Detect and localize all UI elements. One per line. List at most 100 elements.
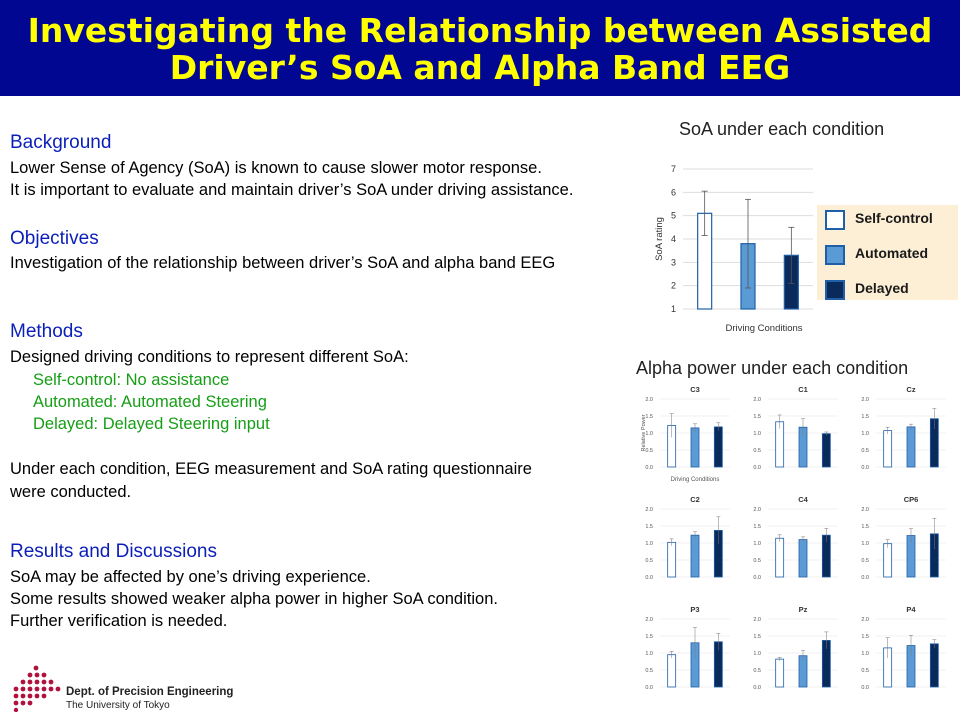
title-line-2: Driver’s SoA and Alpha Band EEG — [169, 48, 791, 87]
y-tick-label: 2.0 — [861, 397, 869, 403]
legend-label: Self-control — [855, 210, 933, 226]
logo-department: Dept. of Precision Engineering — [66, 686, 234, 698]
y-tick-label: 2.0 — [861, 617, 869, 623]
background-line: It is important to evaluate and maintain… — [10, 181, 574, 199]
alpha-panel-c3: C3 0.0 0.5 1.0 1.5 2.0 Relative Power Driving C… — [641, 385, 730, 483]
y-tick-label: 1.0 — [753, 431, 761, 437]
y-tick-label: 0.5 — [645, 448, 653, 454]
alpha-bar-automated — [690, 427, 700, 468]
objectives-heading: Objectives — [10, 228, 99, 249]
y-tick-label: 0.0 — [753, 685, 761, 691]
y-tick-label: 0.5 — [861, 668, 869, 674]
legend-label: Delayed — [855, 280, 909, 296]
alpha-bar-self-control — [775, 658, 785, 688]
y-tick-label: 1.0 — [861, 541, 869, 547]
y-tick-label: 0.5 — [861, 448, 869, 454]
results-line: Some results showed weaker alpha power i… — [10, 590, 498, 608]
y-tick-label: 1.0 — [753, 541, 761, 547]
chart-legend: Self-control Automated Delayed — [817, 205, 958, 300]
logo-university: The University of Tokyo — [66, 700, 170, 711]
methods-line: were conducted. — [10, 483, 132, 501]
y-tick-label: 0.0 — [645, 465, 653, 471]
y-tick-label: 1.5 — [753, 524, 761, 530]
alpha-panel-p4: P4 0.0 0.5 1.0 1.5 2.0 — [861, 605, 946, 691]
y-axis-label: Relative Power — [641, 414, 647, 451]
y-tick-label: 0.5 — [753, 668, 761, 674]
soa-bar-chart: 1 2 3 4 5 6 7 Driving Conditions SoA rating — [654, 164, 813, 334]
alpha-bar-delayed — [821, 433, 831, 468]
condition-self-control: Self-control: No assistance — [33, 371, 230, 389]
x-axis-label: Driving Conditions — [725, 323, 802, 334]
y-tick-label: 1.0 — [861, 431, 869, 437]
x-axis-label: Driving Conditions — [671, 477, 720, 483]
alpha-bar-self-control — [775, 537, 785, 578]
y-tick-label: 2.0 — [645, 507, 653, 513]
y-tick-label: 7 — [671, 164, 676, 174]
y-tick-label: 1.5 — [861, 634, 869, 640]
y-tick-label: 1 — [671, 304, 676, 314]
alpha-bar-self-control — [883, 430, 893, 468]
alpha-panel-pz: Pz 0.0 0.5 1.0 1.5 2.0 — [753, 605, 838, 691]
results-heading: Results and Discussions — [10, 541, 217, 562]
y-tick-label: 1.0 — [645, 541, 653, 547]
alpha-bar-automated — [690, 534, 700, 578]
panel-title: C2 — [690, 495, 700, 504]
objectives-line: Investigation of the relationship betwee… — [10, 254, 556, 272]
alpha-panel-c1: C1 0.0 0.5 1.0 1.5 2.0 — [753, 385, 838, 471]
y-tick-label: 3 — [671, 257, 676, 267]
methods-line: Designed driving conditions to represent… — [10, 348, 409, 366]
y-tick-label: 1.5 — [645, 634, 653, 640]
alpha-panel-cp6: CP6 0.0 0.5 1.0 1.5 2.0 — [861, 495, 946, 581]
alpha-panel-cz: Cz 0.0 0.5 1.0 1.5 2.0 — [861, 385, 946, 471]
condition-delayed: Delayed: Delayed Steering input — [33, 415, 270, 433]
methods-heading: Methods — [10, 321, 83, 342]
y-tick-label: 1.0 — [645, 651, 653, 657]
y-tick-label: 2.0 — [753, 397, 761, 403]
y-tick-label: 0.0 — [861, 465, 869, 471]
alpha-bar-automated — [798, 539, 808, 578]
y-tick-label: 1.0 — [645, 431, 653, 437]
background-line: Lower Sense of Agency (SoA) is known to … — [10, 159, 542, 177]
y-tick-label: 0.5 — [645, 558, 653, 564]
y-tick-label: 0.0 — [861, 685, 869, 691]
panel-title: Pz — [799, 605, 808, 614]
y-tick-label: 1.5 — [753, 634, 761, 640]
y-tick-label: 0.0 — [753, 575, 761, 581]
y-tick-label: 0.0 — [753, 465, 761, 471]
soa-chart-title: SoA under each condition — [679, 119, 885, 139]
panel-title: CP6 — [904, 495, 919, 504]
y-tick-label: 2 — [671, 281, 676, 291]
y-tick-label: 0.5 — [753, 448, 761, 454]
alpha-bar-self-control — [667, 654, 677, 688]
y-tick-label: 2.0 — [861, 507, 869, 513]
y-tick-label: 0.0 — [645, 685, 653, 691]
legend-swatch-automated — [825, 245, 845, 265]
y-tick-label: 5 — [671, 211, 676, 221]
panel-title: P4 — [906, 605, 916, 614]
condition-automated: Automated: Automated Steering — [33, 393, 267, 411]
alpha-panel-c2: C2 0.0 0.5 1.0 1.5 2.0 — [645, 495, 730, 581]
panel-title: C1 — [798, 385, 808, 394]
title-bar: Investigating the Relationship between A… — [0, 0, 960, 96]
y-tick-label: 4 — [671, 234, 676, 244]
panel-title: C4 — [798, 495, 808, 504]
alpha-chart-title: Alpha power under each condition — [636, 358, 909, 378]
legend-label: Automated — [855, 245, 929, 261]
methods-line: Under each condition, EEG measurement an… — [10, 460, 532, 478]
y-tick-label: 1.5 — [861, 414, 869, 420]
y-tick-label: 2.0 — [645, 397, 653, 403]
y-tick-label: 2.0 — [753, 507, 761, 513]
y-tick-label: 6 — [671, 187, 676, 197]
y-tick-label: 2.0 — [645, 617, 653, 623]
y-tick-label: 1.5 — [645, 414, 653, 420]
y-tick-label: 0.0 — [861, 575, 869, 581]
y-tick-label: 0.5 — [861, 558, 869, 564]
y-tick-label: 2.0 — [753, 617, 761, 623]
results-line: SoA may be affected by one’s driving exp… — [10, 568, 371, 586]
legend-swatch-delayed — [825, 280, 845, 300]
y-tick-label: 1.5 — [645, 524, 653, 530]
y-tick-label: 1.0 — [861, 651, 869, 657]
legend-swatch-self-control — [825, 210, 845, 230]
y-tick-label: 0.0 — [645, 575, 653, 581]
panel-title: P3 — [690, 605, 699, 614]
